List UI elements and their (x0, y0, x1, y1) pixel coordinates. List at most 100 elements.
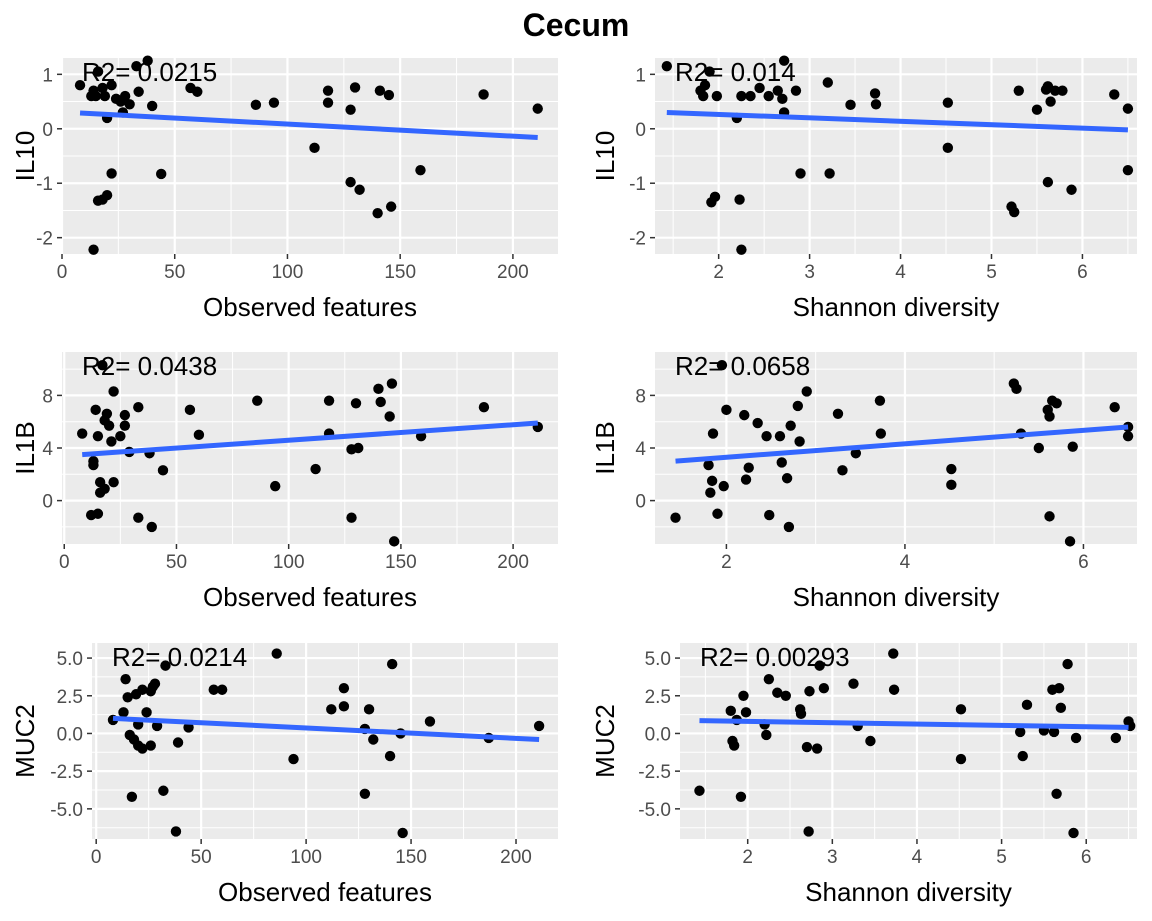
fit-line (82, 420, 538, 458)
y-tick-label: -2.5 (50, 762, 83, 783)
data-point (271, 648, 282, 659)
data-point (725, 705, 736, 717)
data-point (764, 509, 775, 521)
data-point (1066, 184, 1077, 195)
data-point (772, 687, 783, 698)
data-point (92, 66, 104, 77)
data-point (142, 55, 153, 66)
x-tick-label: 0 (57, 262, 68, 283)
data-point (268, 97, 280, 108)
y-tick-label: -1 (36, 174, 53, 195)
r2-annotation: R2= 0.0658 (675, 351, 810, 381)
data-point (1013, 85, 1024, 96)
data-point (119, 90, 131, 102)
data-point (172, 737, 184, 748)
data-point (346, 512, 357, 523)
data-point (735, 791, 747, 802)
data-point (131, 60, 142, 72)
data-point (385, 201, 397, 212)
y-tick-label: -2.5 (638, 762, 671, 783)
y-tick-label: -1 (629, 174, 646, 195)
data-point (97, 82, 108, 94)
data-point (790, 85, 802, 96)
y-tick-label: 8 (42, 386, 53, 407)
data-point (818, 683, 830, 694)
data-point (1053, 683, 1065, 694)
x-axis-title: Shannon diversity (793, 292, 1000, 322)
data-point (754, 82, 765, 94)
data-point (888, 648, 899, 659)
data-point (322, 85, 334, 96)
data-point (133, 86, 144, 97)
data-point (151, 720, 163, 732)
y-axis-title: IL10 (10, 131, 40, 182)
x-tick-label: 3 (804, 262, 815, 283)
data-point (946, 479, 957, 491)
data-point (92, 508, 104, 519)
data-point (124, 99, 135, 110)
data-point (478, 402, 490, 413)
data-point (1110, 732, 1122, 744)
data-point (734, 194, 745, 205)
data-point (88, 455, 99, 467)
data-point (1067, 441, 1078, 452)
data-point (785, 420, 796, 431)
data-point (848, 678, 859, 689)
data-point (108, 476, 119, 488)
data-point (718, 480, 729, 492)
data-point (338, 683, 350, 694)
data-point (1057, 85, 1068, 96)
data-point (745, 90, 756, 102)
x-tick-label: 2 (742, 847, 753, 868)
panel-2: 2 3 4 5 6 -2 -1 0 1 R2= 0.014 Shannon diversity IL1… (590, 55, 1137, 322)
x-tick-label: 2 (713, 262, 724, 283)
data-point (322, 97, 334, 108)
y-tick-label: 4 (42, 439, 53, 460)
data-point (1011, 383, 1022, 395)
data-point (386, 658, 398, 670)
data-point (1122, 164, 1134, 176)
data-point (1055, 702, 1067, 714)
data-point (349, 82, 361, 93)
x-tick-label: 200 (497, 552, 529, 573)
data-point (1109, 402, 1120, 413)
x-tick-label: 200 (497, 262, 529, 283)
y-tick-label: 5.0 (645, 649, 671, 670)
data-point (137, 684, 148, 695)
data-point (141, 707, 152, 718)
data-point (345, 104, 356, 115)
panel-background (92, 643, 558, 839)
r2-annotation: R2= 0.0438 (82, 351, 217, 381)
data-point (106, 436, 117, 447)
data-point (388, 536, 400, 547)
data-point (133, 512, 144, 523)
x-tick-label: 100 (290, 847, 322, 868)
data-point (955, 753, 967, 765)
y-tick-label: 0.0 (57, 724, 83, 745)
data-point (101, 408, 113, 420)
data-point (1015, 726, 1026, 738)
x-tick-label: 100 (272, 262, 304, 283)
data-point (359, 788, 371, 799)
y-axis-title: MUC2 (10, 704, 40, 778)
data-point (119, 420, 131, 431)
data-point (670, 512, 681, 523)
data-point (368, 734, 379, 745)
data-point (694, 785, 705, 796)
y-tick-label: 1 (42, 65, 53, 86)
data-point (955, 704, 967, 715)
fit-line (79, 110, 538, 140)
data-point (1033, 442, 1045, 454)
data-point (92, 430, 104, 442)
panel-background (680, 643, 1137, 839)
data-point (763, 90, 774, 102)
y-tick-label: 2.5 (57, 687, 83, 708)
y-tick-label: 0 (635, 120, 646, 141)
x-axis-title: Observed features (203, 292, 417, 322)
data-point (372, 207, 383, 219)
data-point (415, 164, 426, 176)
data-point (1122, 430, 1134, 442)
data-point (706, 475, 718, 487)
data-point (158, 785, 169, 796)
